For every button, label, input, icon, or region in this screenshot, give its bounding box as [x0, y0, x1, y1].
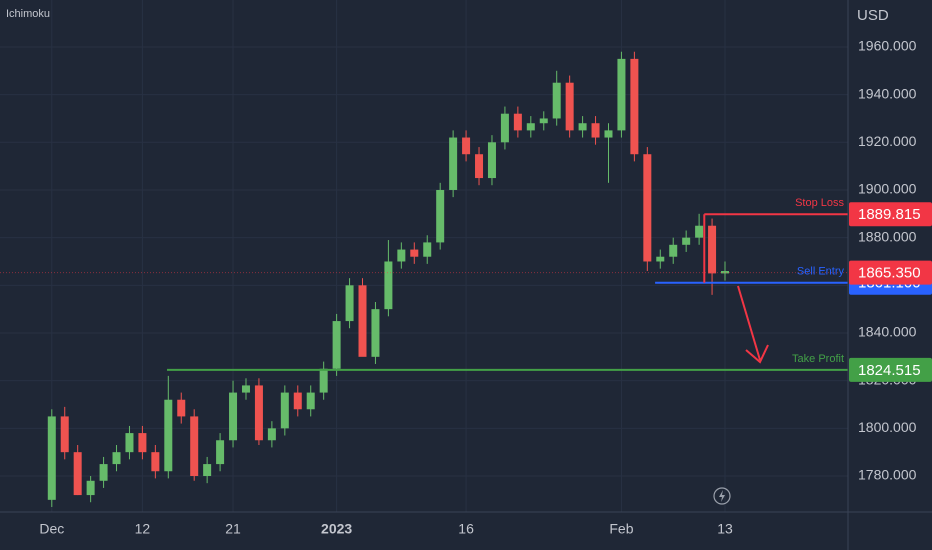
candle-body — [475, 154, 484, 179]
x-tick-label: 2023 — [321, 521, 352, 537]
x-tick-label: Dec — [39, 521, 64, 537]
candle-body — [47, 416, 56, 500]
candle-body — [216, 440, 225, 465]
candle-body — [630, 58, 639, 155]
candle-body — [138, 433, 147, 453]
x-tick-label: 16 — [458, 521, 474, 537]
y-tick-label: 1880.000 — [858, 228, 917, 244]
price-label: 1865.350 — [858, 265, 921, 282]
candle-body — [371, 309, 380, 357]
candle-body — [462, 137, 471, 155]
level-name: Sell Entry — [797, 266, 845, 278]
candle-body — [552, 82, 561, 119]
candle-body — [695, 225, 704, 238]
candle-body — [423, 242, 432, 257]
candle-body — [229, 392, 238, 441]
level-name: Stop Loss — [795, 197, 844, 209]
indicator-label: Ichimoku — [6, 8, 50, 20]
candle-body — [164, 399, 173, 472]
candle-body — [293, 392, 302, 410]
y-tick-label: 1900.000 — [858, 181, 917, 197]
price-label: 1889.815 — [858, 206, 921, 223]
candle-body — [526, 123, 535, 131]
candle-body — [384, 261, 393, 310]
candle-body — [500, 113, 509, 143]
candle-body — [112, 452, 121, 465]
candle-body — [319, 368, 328, 393]
y-tick-label: 1920.000 — [858, 133, 917, 149]
x-tick-label: 12 — [135, 521, 151, 537]
candle-body — [241, 385, 250, 393]
candle-body — [254, 385, 263, 441]
candle-body — [643, 154, 652, 262]
x-tick-label: 13 — [717, 521, 733, 537]
candle-body — [578, 123, 587, 131]
candle-body — [604, 130, 613, 138]
candle-body — [449, 137, 458, 190]
candle-body — [151, 452, 160, 472]
price-label-box — [849, 357, 932, 382]
level-name: Take Profit — [792, 353, 844, 365]
candle-body — [708, 225, 717, 274]
candle-body — [60, 416, 69, 453]
replay-icon[interactable] — [713, 487, 731, 505]
candle-body — [513, 113, 522, 131]
currency-label: USD — [857, 7, 889, 24]
candle-body — [539, 118, 548, 124]
candle-body — [410, 249, 419, 257]
candle-body — [565, 82, 574, 131]
x-tick-label: Feb — [609, 521, 633, 537]
price-label-box — [849, 260, 932, 285]
icon-bolt — [719, 490, 725, 502]
forecast-arrow — [737, 285, 769, 364]
candle-body — [436, 189, 445, 243]
price-label: 1824.515 — [858, 362, 921, 379]
candle-body — [487, 142, 496, 179]
candle-body — [306, 392, 315, 410]
candle-body — [617, 58, 626, 131]
candle-body — [99, 464, 108, 481]
candle-body — [397, 249, 406, 262]
candle-body — [177, 399, 186, 417]
candle-body — [345, 285, 354, 322]
icon-ring — [713, 487, 731, 505]
y-tick-label: 1800.000 — [858, 419, 917, 435]
candle-body — [682, 237, 691, 245]
y-tick-label: 1840.000 — [858, 324, 917, 340]
candle-body — [190, 416, 199, 477]
labels: 1960.000 1940.000 1920.000 1900.000 1880.000… — [39, 38, 932, 537]
y-tick-label: 1780.000 — [858, 467, 917, 483]
candle-body — [280, 392, 289, 429]
candle-body — [721, 271, 730, 274]
candle-body — [86, 480, 95, 496]
candle-body — [332, 321, 341, 369]
y-tick-label: 1940.000 — [858, 85, 917, 101]
marks — [0, 51, 848, 507]
y-tick-label: 1960.000 — [858, 38, 917, 54]
candle-body — [358, 285, 367, 357]
arrow-head — [745, 344, 769, 364]
x-tick-label: 21 — [225, 521, 241, 537]
candle-body — [73, 452, 82, 496]
candle-body — [203, 464, 212, 477]
candle-body — [591, 123, 600, 138]
candle-body — [669, 244, 678, 257]
candle-body — [656, 256, 665, 262]
candle-body — [267, 428, 276, 441]
candle-body — [125, 433, 134, 453]
arrow-shaft — [737, 285, 761, 361]
price-label-box — [849, 202, 932, 227]
